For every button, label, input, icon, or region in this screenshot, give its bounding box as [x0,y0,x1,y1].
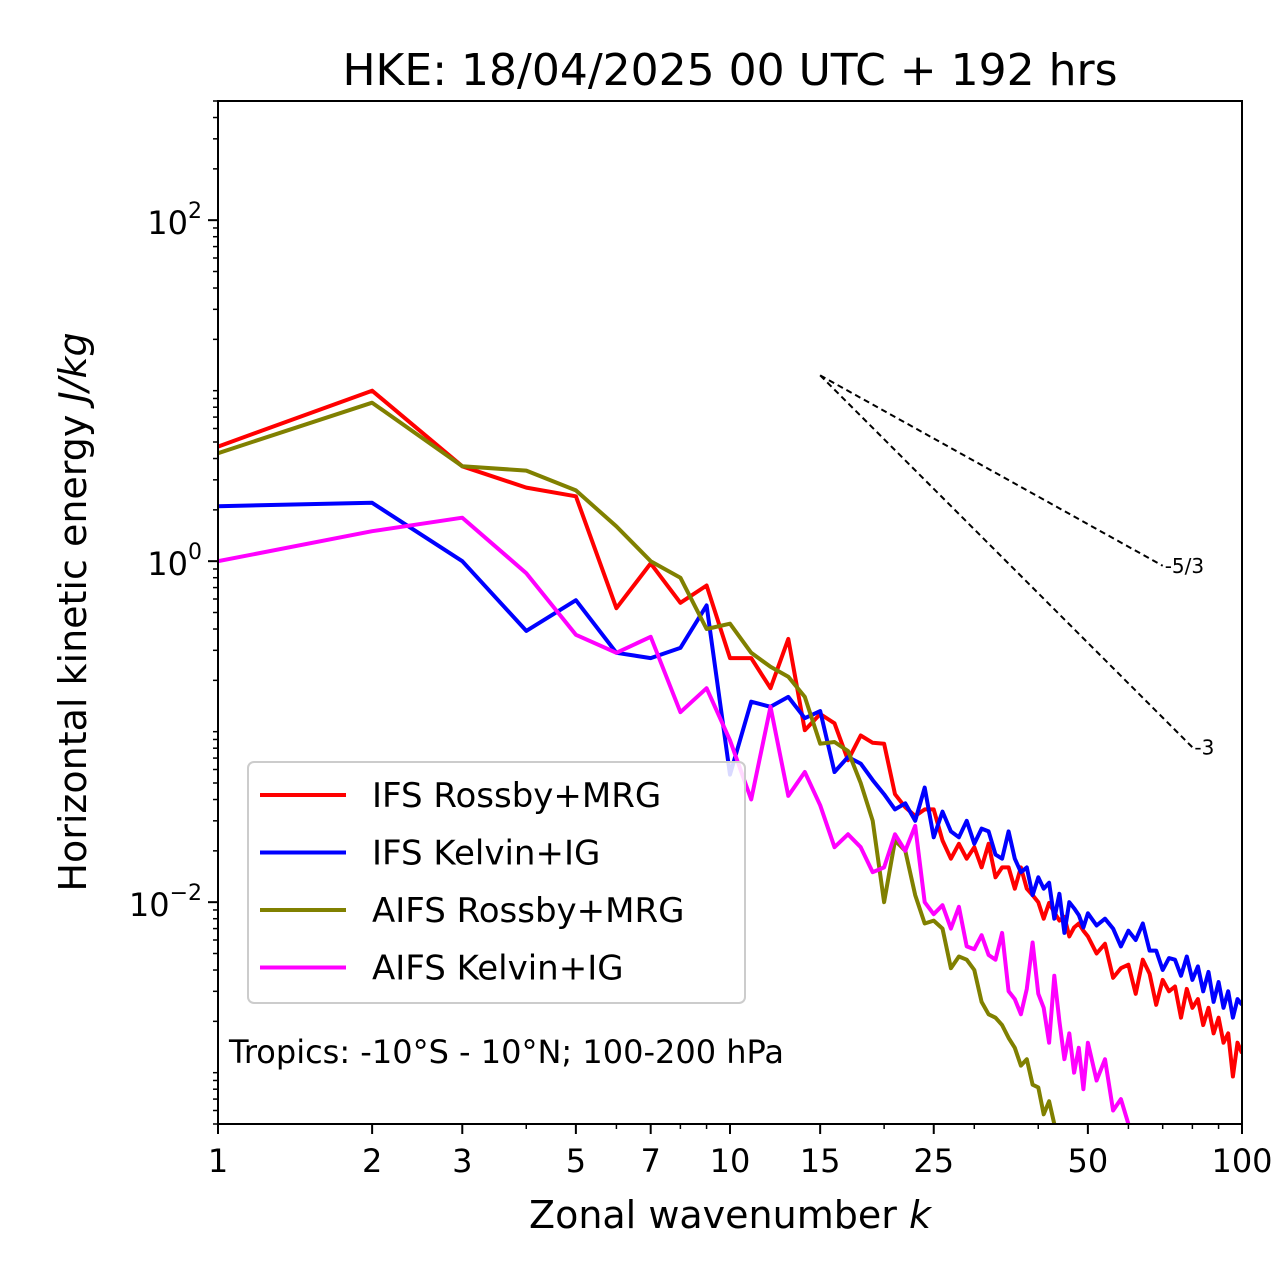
legend: IFS Rossby+MRG IFS Kelvin+IG AIFS Rossby+M… [247,761,746,1004]
series-line-aifs-kelvin-ig [218,515,1131,1124]
series-line-ifs-kelvin-ig [218,500,1242,1020]
legend-label: IFS Kelvin+IG [372,834,600,874]
series-line-aifs-rossby-mrg [218,400,1057,1124]
legend-box [247,761,746,1004]
legend-entries: IFS Rossby+MRG IFS Kelvin+IG AIFS Rossby+M… [260,776,684,989]
legend-label: AIFS Kelvin+IG [372,949,624,989]
x-tick-label: 1 [208,1142,228,1180]
reference-slopes: -5/3 -3 [819,374,1214,759]
x-tick-label: 2 [362,1142,382,1180]
x-tick-label: 5 [566,1142,586,1180]
series-line-ifs-rossby-mrg [218,388,1242,1079]
y-axis: 102 100 10−2 [129,100,218,1125]
slope-label: -5/3 [1165,554,1204,578]
slope-line [819,374,1164,567]
x-tick-label: 15 [800,1142,841,1180]
y-tick-label: 102 [147,199,202,242]
x-axis: 1 2 3 5 7 10 15 25 50 100 [208,1124,1273,1180]
x-tick-label: 3 [452,1142,472,1180]
x-tick-label: 10 [710,1142,751,1180]
region-annotation: Tropics: -10°S - 10°N; 100-200 hPa [228,1033,784,1071]
y-tick-label: 10−2 [129,881,202,924]
legend-label: AIFS Rossby+MRG [372,891,684,931]
x-tick-label: 25 [913,1142,954,1180]
series-layer [218,388,1242,1124]
chart-title: HKE: 18/04/2025 00 UTC + 192 hrs [342,45,1117,96]
x-tick-label: 100 [1211,1142,1272,1180]
x-axis-label: Zonal wavenumber k [529,1193,933,1237]
y-axis-label: Horizontal kinetic energy J/kg [51,332,95,891]
x-tick-label: 50 [1068,1142,1109,1180]
x-tick-label: 7 [641,1142,661,1180]
slope-line [819,374,1194,748]
y-tick-label: 100 [147,540,202,583]
legend-label: IFS Rossby+MRG [372,776,661,816]
slope-label: -3 [1194,735,1214,759]
